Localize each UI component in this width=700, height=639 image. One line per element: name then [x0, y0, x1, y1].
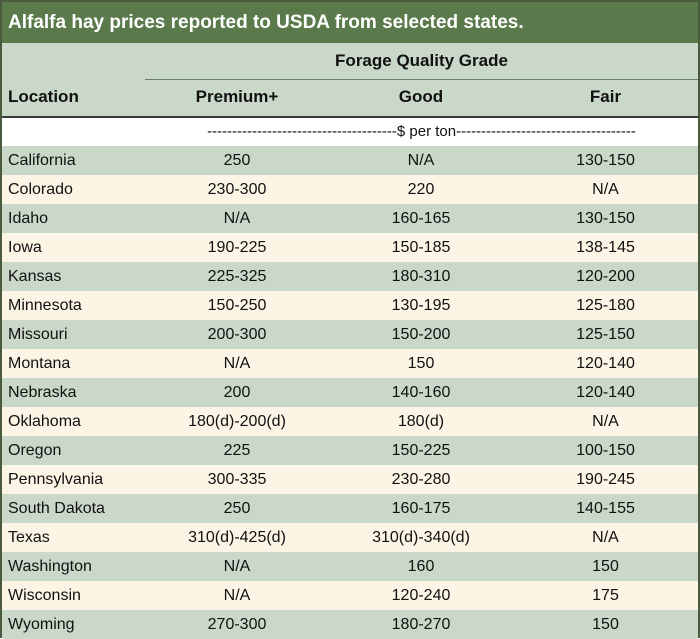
location-cell: Kansas: [2, 262, 145, 291]
location-cell: Washington: [2, 552, 145, 581]
premium-cell: N/A: [145, 204, 329, 233]
good-cell: 160-175: [329, 494, 513, 523]
fair-cell: 175: [513, 581, 698, 610]
premium-column-header: Premium+: [195, 87, 279, 106]
fair-cell: 100-150: [513, 436, 698, 465]
premium-cell: N/A: [145, 581, 329, 610]
fair-cell: 125-150: [513, 320, 698, 349]
good-cell: 180(d): [329, 407, 513, 436]
good-cell: 160: [329, 552, 513, 581]
unit-row: --------------------------------------$ …: [2, 118, 698, 146]
premium-cell: 250: [145, 494, 329, 523]
premium-cell: 270-300: [145, 610, 329, 639]
table-row: Minnesota 150-250 130-195 125-180: [2, 291, 698, 320]
fair-cell: N/A: [513, 523, 698, 552]
good-column-header: Good: [398, 87, 444, 106]
good-cell: 310(d)-340(d): [329, 523, 513, 552]
premium-cell: 190-225: [145, 233, 329, 262]
fair-column-header: Fair: [589, 87, 622, 106]
good-cell: 120-240: [329, 581, 513, 610]
premium-cell: 225-325: [145, 262, 329, 291]
fair-cell: 130-150: [513, 204, 698, 233]
fair-cell: N/A: [513, 175, 698, 204]
location-cell: Iowa: [2, 233, 145, 262]
location-cell: Minnesota: [2, 291, 145, 320]
fair-cell: 120-140: [513, 349, 698, 378]
location-cell: Texas: [2, 523, 145, 552]
location-cell: South Dakota: [2, 494, 145, 523]
table-row: Texas 310(d)-425(d) 310(d)-340(d) N/A: [2, 523, 698, 552]
location-cell: Wisconsin: [2, 581, 145, 610]
location-cell: Idaho: [2, 204, 145, 233]
premium-cell: 300-335: [145, 465, 329, 494]
forage-quality-grade-header: Forage Quality Grade: [145, 43, 698, 80]
table-body: California 250 N/A 130-150 Colorado 230-300 22…: [2, 146, 698, 639]
good-cell: 150: [329, 349, 513, 378]
table-row: Iowa 190-225 150-185 138-145: [2, 233, 698, 262]
table-row: Oklahoma 180(d)-200(d) 180(d) N/A: [2, 407, 698, 436]
premium-cell: 200: [145, 378, 329, 407]
good-cell: 130-195: [329, 291, 513, 320]
location-cell: Missouri: [2, 320, 145, 349]
location-cell: Oregon: [2, 436, 145, 465]
fair-cell: 120-140: [513, 378, 698, 407]
fair-cell: 140-155: [513, 494, 698, 523]
location-cell: Pennsylvania: [2, 465, 145, 494]
table-row: Idaho N/A 160-165 130-150: [2, 204, 698, 233]
table-row: Montana N/A 150 120-140: [2, 349, 698, 378]
table-row: Nebraska 200 140-160 120-140: [2, 378, 698, 407]
fair-cell: N/A: [513, 407, 698, 436]
table-title: Alfalfa hay prices reported to USDA from…: [2, 2, 698, 43]
good-cell: 150-225: [329, 436, 513, 465]
good-cell: 160-165: [329, 204, 513, 233]
good-cell: 150-185: [329, 233, 513, 262]
fair-cell: 190-245: [513, 465, 698, 494]
table-row: Oregon 225 150-225 100-150: [2, 436, 698, 465]
table-row: South Dakota 250 160-175 140-155: [2, 494, 698, 523]
premium-cell: N/A: [145, 349, 329, 378]
premium-cell: 180(d)-200(d): [145, 407, 329, 436]
location-cell: Nebraska: [2, 378, 145, 407]
table-row: California 250 N/A 130-150: [2, 146, 698, 175]
fair-cell: 150: [513, 552, 698, 581]
table-header: Forage Quality Grade Location Premium+ G…: [2, 43, 698, 118]
premium-cell: 310(d)-425(d): [145, 523, 329, 552]
table-row: Kansas 225-325 180-310 120-200: [2, 262, 698, 291]
table-row: Colorado 230-300 220 N/A: [2, 175, 698, 204]
table-row: Missouri 200-300 150-200 125-150: [2, 320, 698, 349]
table-row: Washington N/A 160 150: [2, 552, 698, 581]
good-cell: N/A: [329, 146, 513, 175]
location-cell: Montana: [2, 349, 145, 378]
good-cell: 140-160: [329, 378, 513, 407]
fair-cell: 138-145: [513, 233, 698, 262]
fair-cell: 125-180: [513, 291, 698, 320]
good-cell: 230-280: [329, 465, 513, 494]
good-cell: 180-270: [329, 610, 513, 639]
location-cell: California: [2, 146, 145, 175]
fair-cell: 130-150: [513, 146, 698, 175]
fair-cell: 150: [513, 610, 698, 639]
table-row: Wyoming 270-300 180-270 150: [2, 610, 698, 639]
fair-cell: 120-200: [513, 262, 698, 291]
location-cell: Wyoming: [2, 610, 145, 639]
table-row: Pennsylvania 300-335 230-280 190-245: [2, 465, 698, 494]
premium-cell: 225: [145, 436, 329, 465]
price-table: California 250 N/A 130-150 Colorado 230-300 22…: [2, 146, 698, 639]
good-cell: 150-200: [329, 320, 513, 349]
premium-cell: 230-300: [145, 175, 329, 204]
location-cell: Oklahoma: [2, 407, 145, 436]
good-cell: 220: [329, 175, 513, 204]
premium-cell: 200-300: [145, 320, 329, 349]
location-column-header: Location: [8, 87, 79, 106]
table-row: Wisconsin N/A 120-240 175: [2, 581, 698, 610]
good-cell: 180-310: [329, 262, 513, 291]
location-cell: Colorado: [2, 175, 145, 204]
premium-cell: 250: [145, 146, 329, 175]
premium-cell: 150-250: [145, 291, 329, 320]
premium-cell: N/A: [145, 552, 329, 581]
